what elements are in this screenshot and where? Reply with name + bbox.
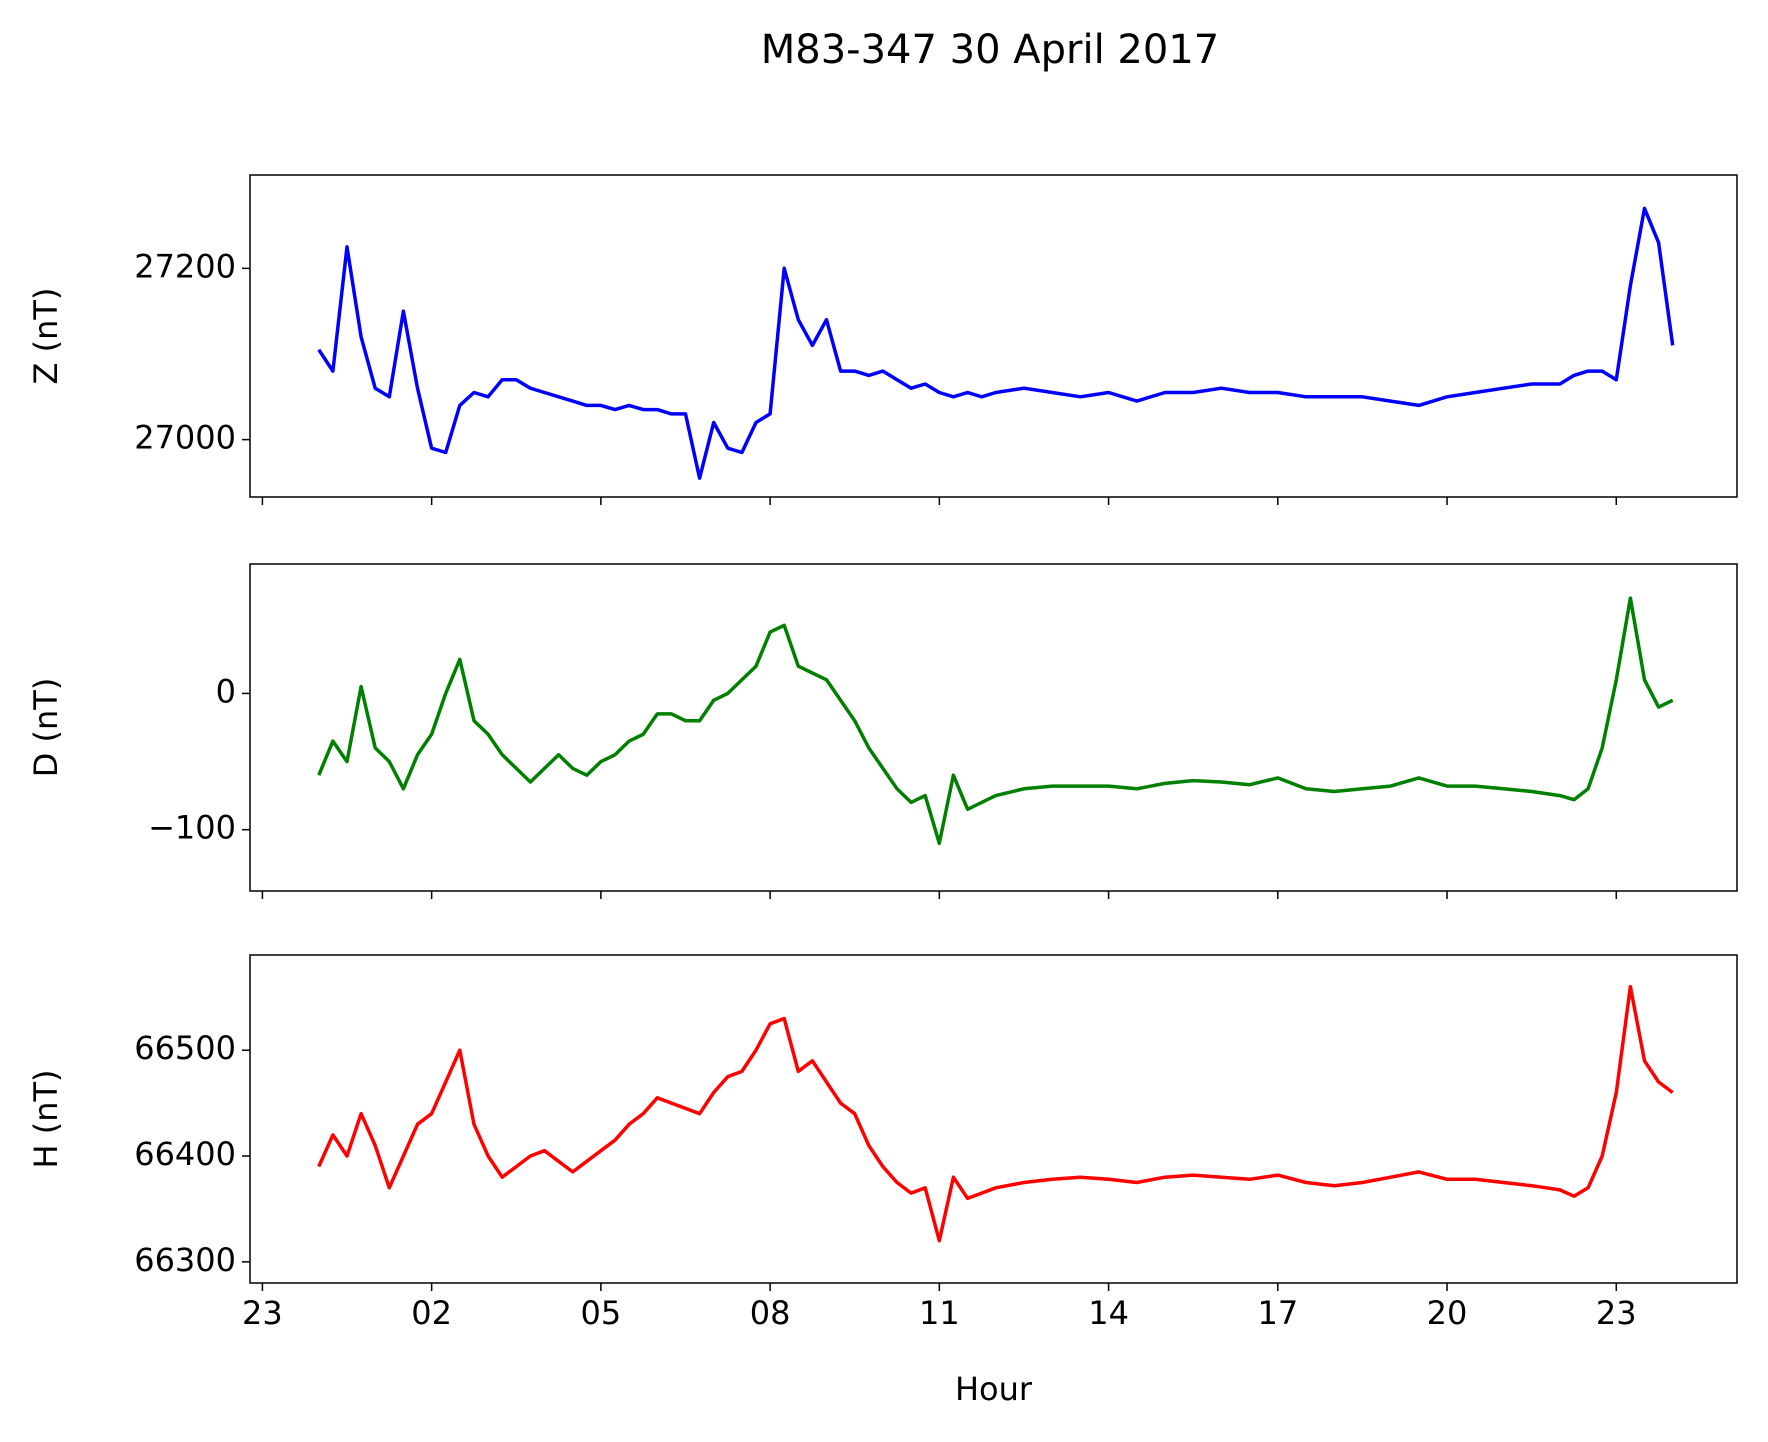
y-tick-label: 66400 bbox=[134, 1135, 236, 1173]
y-tick-label: 66500 bbox=[134, 1029, 236, 1067]
y-axis-label: H (nT) bbox=[27, 1069, 65, 1168]
y-tick-label: 27000 bbox=[134, 419, 236, 457]
x-axis-label: Hour bbox=[955, 1370, 1033, 1408]
y-axis-label: Z (nT) bbox=[27, 288, 65, 385]
x-tick-label: 02 bbox=[411, 1294, 452, 1332]
figure-title: M83-347 30 April 2017 bbox=[761, 27, 1219, 73]
y-axis-label: D (nT) bbox=[27, 678, 65, 778]
axes-frame bbox=[249, 174, 1738, 498]
y-tick-label: 66300 bbox=[134, 1241, 236, 1279]
x-tick-label: 05 bbox=[581, 1294, 622, 1332]
x-tick-label: 23 bbox=[1596, 1294, 1637, 1332]
y-tick-label: 0 bbox=[216, 672, 236, 710]
x-tick-label: 08 bbox=[750, 1294, 791, 1332]
y-tick-label: −100 bbox=[148, 809, 236, 847]
axes-frame bbox=[249, 563, 1738, 892]
x-tick-label: 17 bbox=[1257, 1294, 1298, 1332]
data-line bbox=[317, 206, 1675, 480]
x-tick-label: 11 bbox=[919, 1294, 960, 1332]
data-line bbox=[317, 984, 1674, 1243]
y-tick-label: 27200 bbox=[134, 247, 236, 285]
data-line bbox=[317, 596, 1674, 846]
axes-frame bbox=[249, 954, 1738, 1284]
x-tick-label: 14 bbox=[1088, 1294, 1129, 1332]
x-tick-label: 23 bbox=[242, 1294, 283, 1332]
x-tick-label: 20 bbox=[1427, 1294, 1468, 1332]
